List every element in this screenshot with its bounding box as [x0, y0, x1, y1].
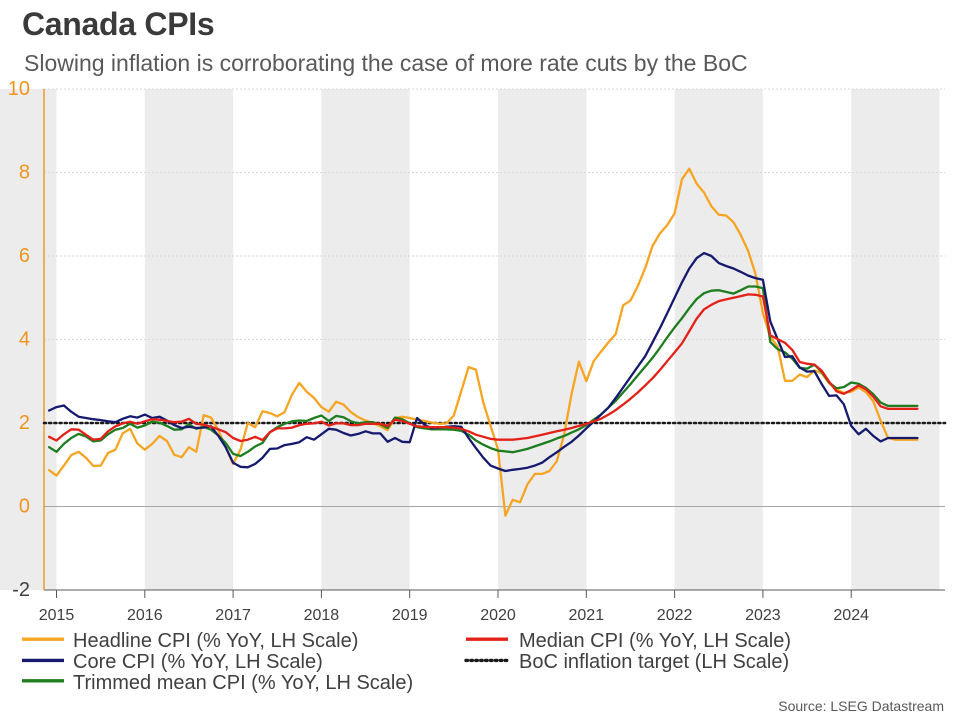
svg-text:2020: 2020 [480, 607, 516, 624]
svg-text:0: 0 [19, 496, 30, 518]
svg-text:2022: 2022 [657, 607, 693, 624]
svg-text:2023: 2023 [745, 607, 781, 624]
svg-text:4: 4 [19, 329, 30, 351]
svg-text:2017: 2017 [215, 607, 251, 624]
svg-text:8: 8 [19, 162, 30, 184]
svg-text:2016: 2016 [127, 607, 163, 624]
svg-text:2018: 2018 [304, 607, 340, 624]
svg-text:6: 6 [19, 245, 30, 267]
svg-text:-2: -2 [12, 579, 30, 601]
svg-text:2024: 2024 [833, 607, 869, 624]
svg-text:10: 10 [8, 78, 30, 100]
svg-text:2015: 2015 [39, 607, 75, 624]
svg-text:2: 2 [19, 412, 30, 434]
svg-text:2021: 2021 [569, 607, 605, 624]
svg-text:2019: 2019 [392, 607, 428, 624]
